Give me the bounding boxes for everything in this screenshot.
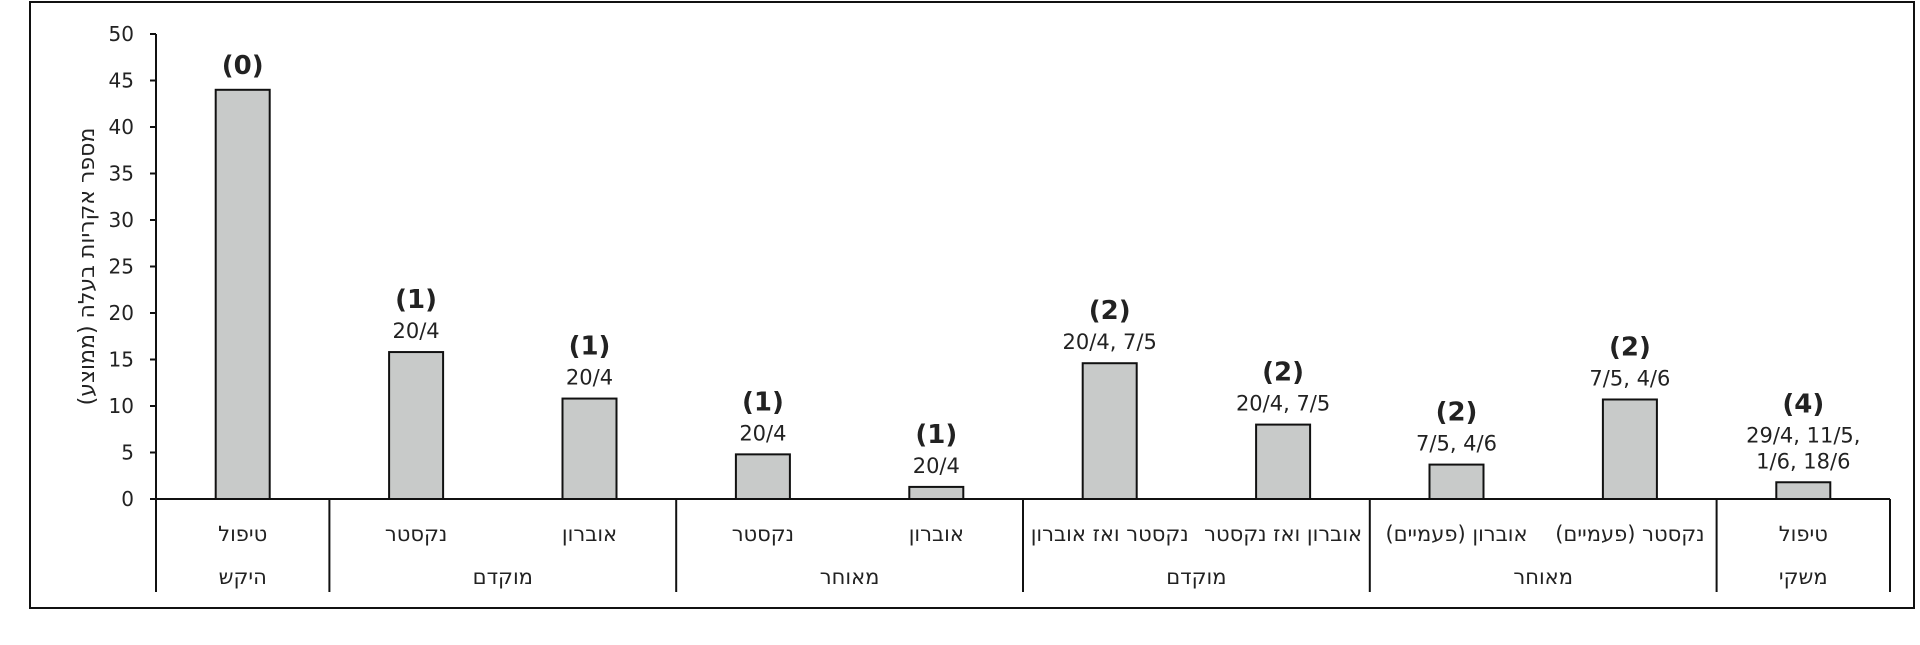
y-tick-label: 45	[109, 69, 134, 93]
bar	[388, 351, 445, 500]
y-tick-label: 10	[109, 394, 134, 418]
y-tick-label: 5	[121, 441, 134, 465]
y-tick-label: 50	[109, 22, 134, 46]
y-axis-title: מספר אקריות בעלה (ממוצע)	[75, 128, 100, 406]
category-label: נקסטר	[385, 522, 447, 546]
category-label: נקסטר ואז אוברון	[1031, 522, 1189, 546]
y-tick-label: 15	[109, 348, 134, 372]
category-label: טיפול	[218, 522, 267, 546]
bar-count-label: (4)	[1782, 389, 1824, 419]
bar-date-label: 7/5, 4/6	[1589, 366, 1670, 390]
bar	[1081, 362, 1138, 500]
bar-date-label: 20/4	[393, 319, 440, 343]
y-tick-label: 40	[109, 115, 134, 139]
y-tick-label: 25	[109, 255, 134, 279]
bar-date-label: 20/4	[913, 454, 960, 478]
category-label: נקסטר	[732, 522, 794, 546]
bar	[734, 453, 791, 500]
bar-count-label: (1)	[915, 420, 957, 450]
bar-count-label: (2)	[1609, 332, 1651, 362]
bar-date-label: 29/4, 11/5,	[1746, 423, 1860, 447]
bar-date-label: 20/4	[566, 366, 613, 390]
bar	[561, 397, 618, 500]
y-tick-label: 35	[109, 162, 134, 186]
y-tick-label: 30	[109, 208, 134, 232]
bar-date-label: 20/4	[739, 421, 786, 445]
bar-date-label: 20/4, 7/5	[1063, 330, 1157, 354]
bar	[1601, 398, 1658, 500]
bar	[908, 485, 965, 501]
bar-date-label: 7/5, 4/6	[1416, 432, 1497, 456]
bar	[1775, 481, 1832, 501]
category-label: אוברון	[909, 522, 964, 546]
group-label: מוקדם	[473, 565, 533, 589]
bar	[1428, 463, 1485, 500]
chart-frame	[29, 1, 1915, 609]
bar-count-label: (2)	[1262, 358, 1304, 388]
bar-count-label: (1)	[742, 387, 784, 417]
bar-date-label: 1/6, 18/6	[1756, 449, 1850, 473]
group-label: מוקדם	[1166, 565, 1226, 589]
category-label: טיפול	[1779, 522, 1828, 546]
group-label: משקי	[1779, 565, 1828, 589]
y-tick-label: 20	[109, 301, 134, 325]
bar	[1255, 423, 1312, 501]
category-label: אוברון (פעמיים)	[1385, 522, 1527, 546]
bar-date-label: 20/4, 7/5	[1236, 392, 1330, 416]
bar-count-label: (1)	[395, 285, 437, 315]
group-label: מאוחר	[1513, 565, 1573, 589]
category-label: אוברון	[562, 522, 617, 546]
bar-count-label: (2)	[1436, 398, 1478, 428]
y-tick-label: 0	[121, 487, 134, 511]
category-label: נקסטר (פעמיים)	[1555, 522, 1704, 546]
bar-count-label: (1)	[569, 332, 611, 362]
bar	[214, 88, 271, 501]
category-label: אוברון ואז נקסטר	[1204, 522, 1362, 546]
bar-count-label: (2)	[1089, 296, 1131, 326]
bar-count-label: (0)	[222, 51, 264, 81]
group-label: מאוחר	[820, 565, 880, 589]
group-label: היקש	[219, 565, 267, 589]
